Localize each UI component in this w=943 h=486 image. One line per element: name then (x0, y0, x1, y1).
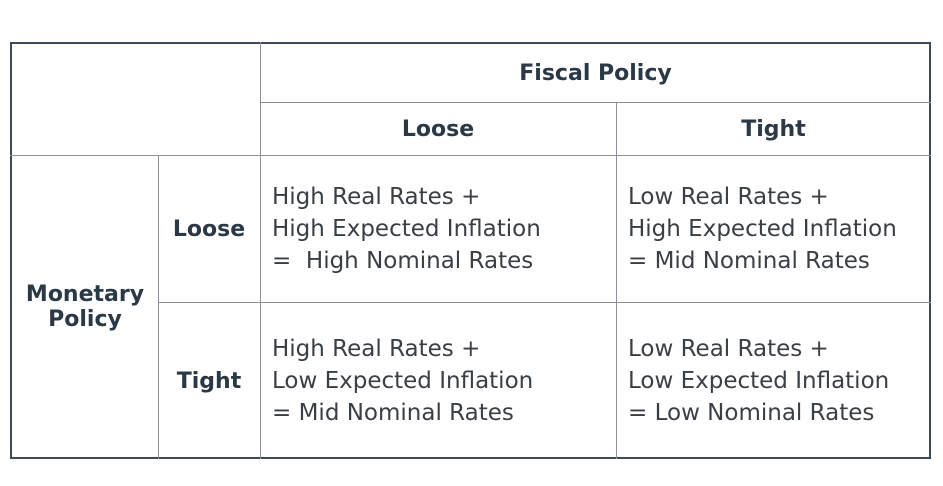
rule (260, 102, 931, 103)
cell-line: High Real Rates + (272, 336, 481, 362)
row-header: Loose (172, 216, 246, 242)
cell: Low Real Rates + High Expected Inflation =… (616, 156, 931, 302)
cell-line: High Expected Inflation (272, 216, 541, 242)
cell-line: Low Real Rates + (628, 184, 829, 210)
cell-line: = Mid Nominal Rates (272, 400, 514, 426)
cell: High Real Rates + High Expected Inflation… (260, 156, 616, 302)
rule (158, 302, 931, 303)
cell-line: High Real Rates + (272, 184, 481, 210)
column-header: Loose (401, 116, 475, 142)
cell-line: Low Expected Inflation (272, 368, 534, 394)
cell: High Real Rates + Low Expected Inflation =… (260, 303, 616, 459)
row-group: Monetary Policy (25, 281, 145, 332)
rule (260, 42, 261, 459)
cell-line: = High Nominal Rates (272, 248, 534, 274)
cell-line: High Expected Inflation (628, 216, 897, 242)
cell-line: = Low Nominal Rates (628, 400, 875, 426)
cell-line: = Mid Nominal Rates (628, 248, 870, 274)
cell: Low Real Rates + Low Expected Inflation = … (616, 303, 931, 459)
column-header: Tight (741, 116, 806, 142)
rule (10, 155, 931, 156)
table-border (10, 42, 931, 459)
rule (158, 155, 159, 459)
column-group: Fiscal Policy (519, 60, 672, 86)
cell-line: Low Expected Inflation (628, 368, 890, 394)
cell-line: Low Real Rates + (628, 336, 829, 362)
rule (616, 102, 617, 459)
row-header: Tight (176, 368, 242, 394)
